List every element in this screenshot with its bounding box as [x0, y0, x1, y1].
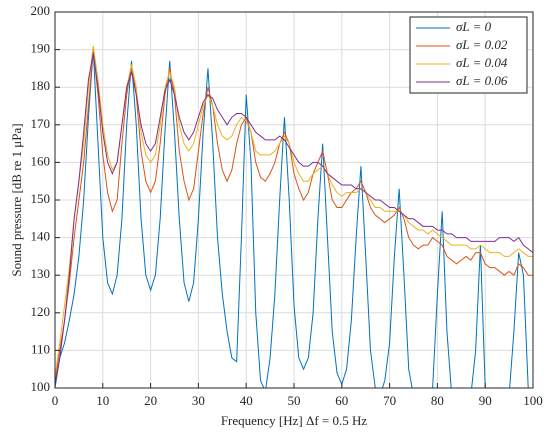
lines — [55, 45, 533, 388]
x-tick-label: 100 — [523, 393, 543, 408]
y-tick-label: 150 — [31, 191, 51, 206]
x-tick-label: 30 — [192, 393, 205, 408]
x-tick-label: 20 — [144, 393, 157, 408]
y-tick-label: 130 — [31, 266, 51, 281]
legend-label: σL = 0 — [456, 19, 492, 34]
legend-box — [409, 16, 528, 94]
x-tick-label: 10 — [96, 393, 109, 408]
series-line — [55, 53, 533, 385]
y-tick-label: 180 — [31, 78, 51, 93]
legend-label: σL = 0.06 — [456, 73, 508, 88]
y-tick-label: 190 — [31, 41, 51, 56]
series-line — [55, 45, 533, 377]
x-tick-label: 0 — [52, 393, 59, 408]
y-tick-label: 170 — [31, 116, 51, 131]
ticks: 0 10 20 30 40 50 60 70 80 90 100 100 110 120 130 140 150… — [31, 3, 543, 408]
y-axis-label: Sound pressure [dB re 1 μPa] — [9, 123, 24, 276]
y-tick-label: 160 — [31, 153, 51, 168]
series-line — [55, 49, 533, 381]
y-tick-label: 200 — [31, 3, 51, 18]
x-tick-label: 70 — [383, 393, 396, 408]
y-tick-label: 120 — [31, 304, 51, 319]
x-tick-label: 50 — [288, 393, 301, 408]
x-tick-label: 60 — [335, 393, 348, 408]
y-tick-label: 110 — [31, 341, 50, 356]
x-tick-label: 90 — [479, 393, 492, 408]
legend-label: σL = 0.02 — [456, 37, 508, 52]
y-tick-label: 100 — [31, 379, 51, 394]
legend-label: σL = 0.04 — [456, 55, 508, 70]
legend: σL = 0 σL = 0.02 σL = 0.04 σL = 0.06 — [409, 16, 528, 94]
series-line — [55, 49, 529, 388]
x-axis-label: Frequency [Hz] Δf = 0.5 Hz — [221, 413, 368, 428]
x-tick-label: 40 — [240, 393, 253, 408]
y-tick-label: 140 — [31, 229, 51, 244]
x-tick-label: 80 — [431, 393, 444, 408]
